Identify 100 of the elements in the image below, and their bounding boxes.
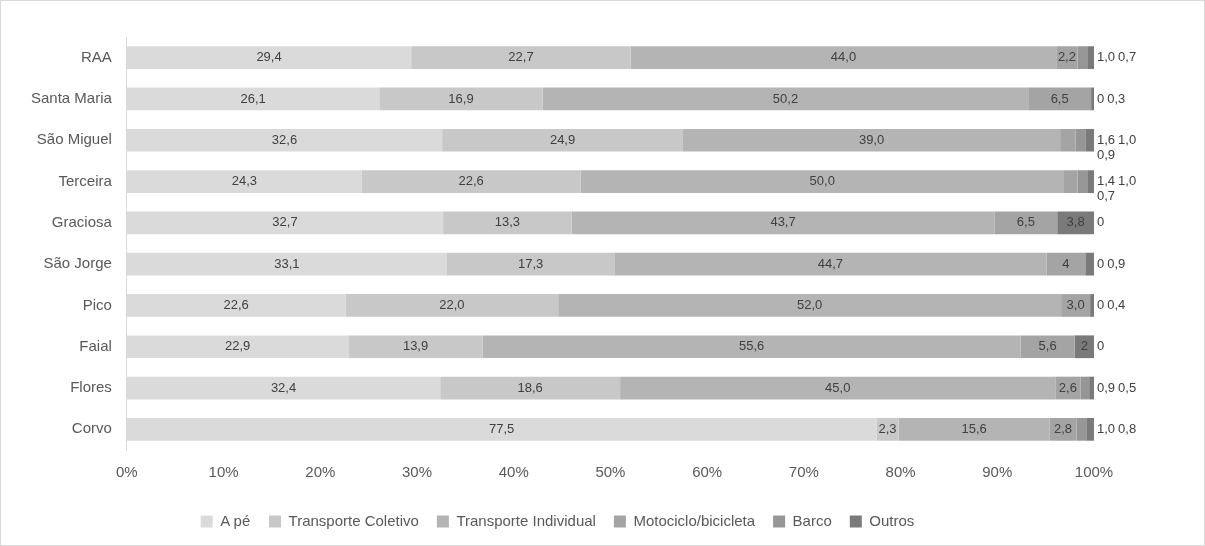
data-label: 0 <box>1097 338 1105 354</box>
data-label: 32,4 <box>270 379 297 395</box>
y-tick-label: RAA <box>81 47 112 65</box>
bar <box>1087 46 1094 70</box>
legend-label: Barco <box>792 511 832 529</box>
x-tick-label: 20% <box>305 463 336 481</box>
data-label: 1,0 <box>1118 131 1137 147</box>
bar <box>542 87 1029 111</box>
bar <box>361 170 581 193</box>
data-label: 44,7 <box>817 255 844 271</box>
bar <box>440 376 621 400</box>
bar <box>1075 128 1086 152</box>
y-tick-label: Pico <box>82 295 112 313</box>
data-label: 0,7 <box>1097 188 1116 204</box>
y-tick-label: São Jorge <box>43 254 112 272</box>
x-tick-label: 10% <box>208 463 239 481</box>
bar <box>1077 170 1088 193</box>
data-label: 0,7 <box>1118 49 1137 65</box>
data-label: 24,9 <box>549 131 576 147</box>
data-label: 2,8 <box>1054 420 1073 436</box>
bar <box>1060 128 1076 152</box>
data-label: 13,3 <box>494 214 521 230</box>
bar <box>558 294 1062 317</box>
data-label: 3,0 <box>1066 297 1085 313</box>
bar <box>630 46 1057 70</box>
data-label: 55,6 <box>738 338 765 354</box>
y-tick-label: Terceira <box>58 171 113 189</box>
y-tick-label: Corvo <box>71 419 112 437</box>
legend-label: Motociclo/bicicleta <box>633 511 756 529</box>
data-label: 4 <box>1062 255 1070 271</box>
data-label: 0,4 <box>1107 297 1126 313</box>
bar <box>1090 294 1094 317</box>
x-tick-label: 0% <box>116 463 138 481</box>
data-label: 50,2 <box>772 90 799 106</box>
bar <box>1076 417 1087 441</box>
data-label: 0 <box>1097 297 1105 313</box>
legend-label: Outros <box>869 511 915 529</box>
data-label: 2 <box>1080 338 1088 354</box>
data-label: 1,6 <box>1097 131 1116 147</box>
data-label: 3,8 <box>1066 214 1085 230</box>
bar <box>345 294 559 317</box>
bar <box>1046 252 1086 276</box>
data-label: 0,9 <box>1097 146 1116 162</box>
y-tick-label: Faial <box>79 336 112 354</box>
data-label: 6,5 <box>1016 214 1035 230</box>
data-label: 1,4 <box>1097 173 1116 189</box>
data-label: 50,0 <box>809 173 835 189</box>
data-label: 0,9 <box>1097 379 1116 395</box>
data-label: 13,9 <box>402 338 429 354</box>
data-label: 43,7 <box>770 214 796 230</box>
data-label: 39,0 <box>858 131 885 147</box>
data-label: 22,6 <box>223 297 249 313</box>
data-label: 0 <box>1097 90 1105 106</box>
data-label: 1,0 <box>1118 173 1137 189</box>
bar <box>1089 376 1094 400</box>
bar <box>446 252 615 276</box>
data-label: 6,5 <box>1050 90 1069 106</box>
data-label: 77,5 <box>488 420 515 436</box>
data-label: 22,6 <box>458 173 484 189</box>
x-tick-label: 80% <box>885 463 916 481</box>
data-label: 5,6 <box>1038 338 1057 354</box>
data-label: 29,4 <box>256 49 282 65</box>
bar <box>994 211 1058 235</box>
data-label: 15,6 <box>961 420 987 436</box>
data-label: 26,1 <box>240 90 266 106</box>
data-label: 17,3 <box>517 255 544 271</box>
data-label: 33,1 <box>274 255 300 271</box>
bar <box>348 335 483 359</box>
legend-label: Transporte Individual <box>456 511 596 529</box>
bar <box>1064 170 1078 193</box>
bar <box>898 417 1050 441</box>
bar <box>1085 128 1094 152</box>
data-label: 2,3 <box>878 420 897 436</box>
x-tick-label: 50% <box>595 463 626 481</box>
bar <box>1085 252 1094 276</box>
y-tick-label: São Miguel <box>36 130 112 148</box>
bar <box>571 211 995 235</box>
y-tick-label: Santa Maria <box>31 89 113 107</box>
legend-label: Transporte Coletivo <box>288 511 419 529</box>
bar <box>411 46 631 70</box>
bar <box>379 87 543 111</box>
x-tick-label: 60% <box>692 463 723 481</box>
data-label: 44,0 <box>830 49 857 65</box>
bar <box>1080 376 1090 400</box>
data-label: 32,6 <box>271 131 298 147</box>
data-label: 24,3 <box>231 173 258 189</box>
data-label: 45,0 <box>825 379 851 395</box>
x-tick-label: 40% <box>498 463 529 481</box>
bar <box>1028 87 1092 111</box>
bar <box>442 128 683 152</box>
bar <box>1020 335 1075 359</box>
data-label: 22,9 <box>224 338 251 354</box>
bar <box>1087 170 1094 193</box>
bar <box>443 211 572 235</box>
x-tick-label: 90% <box>982 463 1013 481</box>
data-label: 0,3 <box>1107 90 1126 106</box>
bar <box>1091 87 1094 111</box>
y-tick-label: Flores <box>70 378 112 396</box>
bar <box>580 170 1065 193</box>
data-label: 16,9 <box>448 90 474 106</box>
